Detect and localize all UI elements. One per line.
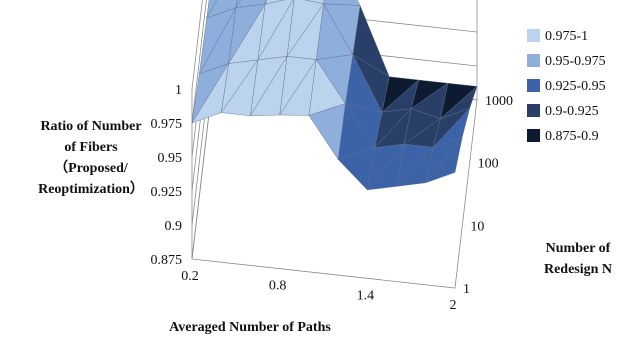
z-axis-title-line: （Proposed/	[54, 160, 129, 176]
legend-label: 0.875-0.9	[545, 129, 599, 144]
z-tick-label: 0.95	[158, 151, 183, 166]
x-axis-title: Averaged Number of Paths	[169, 320, 331, 335]
y-axis-title: Number of Redesign N	[544, 241, 612, 277]
z-axis-title-line: Ratio of Number	[40, 119, 141, 134]
legend-swatch	[527, 29, 540, 42]
legend: 0.975-1 0.95-0.975 0.925-0.95 0.9-0.925 0.87…	[527, 29, 606, 144]
legend-swatch	[527, 129, 540, 142]
axis-titles: Ratio of Number of Fibers （Proposed/Reopti…	[38, 119, 612, 335]
surface-facet-0-0-0	[191, 63, 229, 124]
x-tick-label: 2	[450, 298, 457, 313]
legend-swatch	[527, 79, 540, 92]
z-axis-title-line: of Fibers	[64, 140, 118, 155]
surface-facet-0-3-0	[279, 59, 317, 116]
z-tick-label: 1	[175, 83, 182, 98]
legend-label: 0.925-0.95	[545, 79, 606, 94]
z-tick-label: 0.975	[151, 117, 183, 132]
z-tick-label: 0.875	[151, 253, 183, 268]
x-tick-label: 0.2	[181, 269, 199, 284]
axis-ticks: 10.9750.950.9250.90.8750.20.81.421101001…	[151, 83, 514, 313]
legend-label: 0.9-0.925	[545, 104, 599, 119]
y-tick-label: 1	[463, 282, 470, 297]
surface-facet-0-4-0	[308, 103, 346, 160]
z-axis-title: Ratio of Number of Fibers （Proposed/Reopti…	[38, 119, 144, 197]
gridline-1	[191, 0, 207, 124]
z-tick-label: 0.9	[165, 219, 183, 234]
y-axis-title-line: Redesign N	[544, 262, 612, 277]
y-axis-title-line: Number of	[546, 241, 611, 256]
surface-facet-0-5-0	[337, 147, 375, 191]
y-tick-label: 1000	[485, 94, 513, 109]
surface-facet-0-2-0	[250, 56, 288, 117]
legend-swatch	[527, 54, 540, 67]
surface-facet-0-8-0	[425, 136, 463, 184]
surface-facet-0-6-0	[367, 143, 405, 191]
x-tick-label: 1.4	[357, 288, 375, 303]
surface-facet-0-1-0	[220, 59, 258, 117]
legend-label: 0.975-1	[545, 29, 588, 44]
gridline-0	[191, 0, 203, 90]
legend-label: 0.95-0.975	[545, 54, 606, 69]
z-tick-label: 0.925	[151, 185, 183, 200]
surface-mesh	[191, 0, 478, 191]
y-tick-label: 100	[478, 157, 499, 172]
surface-facet-0-7-0	[396, 147, 434, 187]
floor-outline	[191, 70, 478, 289]
y-tick-label: 10	[470, 219, 484, 234]
z-axis-title-line: Reoptimization）	[38, 181, 144, 197]
legend-swatch	[527, 104, 540, 117]
x-tick-label: 0.8	[269, 279, 287, 294]
